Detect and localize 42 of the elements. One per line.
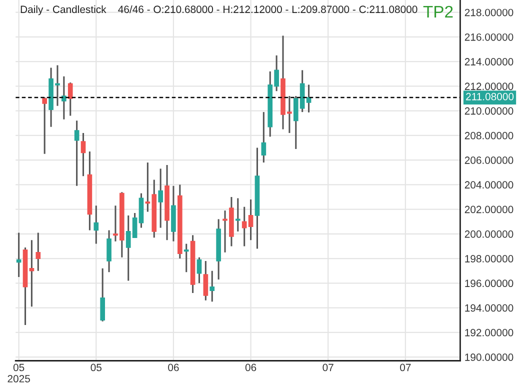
y-tick-label: 216.00000 [464,33,514,41]
candlestick [68,82,73,116]
candlestick [203,260,208,302]
y-tick-label: 206.00000 [464,156,514,164]
y-tick-label: 200.00000 [464,230,514,238]
chart-title: Daily - Candlestick 46/46 - O:210.68000 - H:212.12000 - L:209.87000 - C:211.08000 [20,5,418,16]
x-tick-label: 06 [245,364,256,372]
annotation: TP2 [423,6,453,18]
y-tick-label: 214.00000 [464,58,514,66]
y-tick-label: 212.00000 [464,82,514,90]
candlestick [106,229,112,273]
y-tick-label: 204.00000 [464,181,514,189]
candlestick [184,243,189,273]
candlestick [94,204,99,245]
y-tick-label: 208.00000 [464,132,514,140]
x-tick-label: 06 [168,364,179,372]
y-tick-label: 218.00000 [464,8,514,16]
candlestick [29,239,34,308]
candlestick [42,96,48,155]
x-tick-label: 07 [322,364,334,372]
candlestick [235,197,240,232]
y-tick-label: 192.00000 [465,328,514,336]
x-tick-label: 05 [90,364,102,372]
candlestick [306,84,312,114]
candlestick [261,111,266,164]
y-tick-label: 196.00000 [465,280,514,288]
candlestick [210,270,215,302]
candlestick [36,232,41,272]
candlestick [62,76,66,120]
y-tick-label: 194.00000 [465,304,514,312]
candlestick [158,168,163,229]
y-tick-label: 190.00000 [465,354,514,361]
candlestick [80,132,86,177]
y-tick-label: 210.00000 [464,107,514,115]
candlestick [196,256,202,284]
ref-line-label: 211.08000 [466,92,514,100]
x-tick-label: 07 [400,364,411,372]
x-tick-label: 05 2025 [8,364,30,382]
y-tick-label: 198.00000 [465,255,514,262]
candlestick [74,120,80,187]
candlestick [100,268,106,322]
y-tick-label: 202.00000 [464,206,514,214]
